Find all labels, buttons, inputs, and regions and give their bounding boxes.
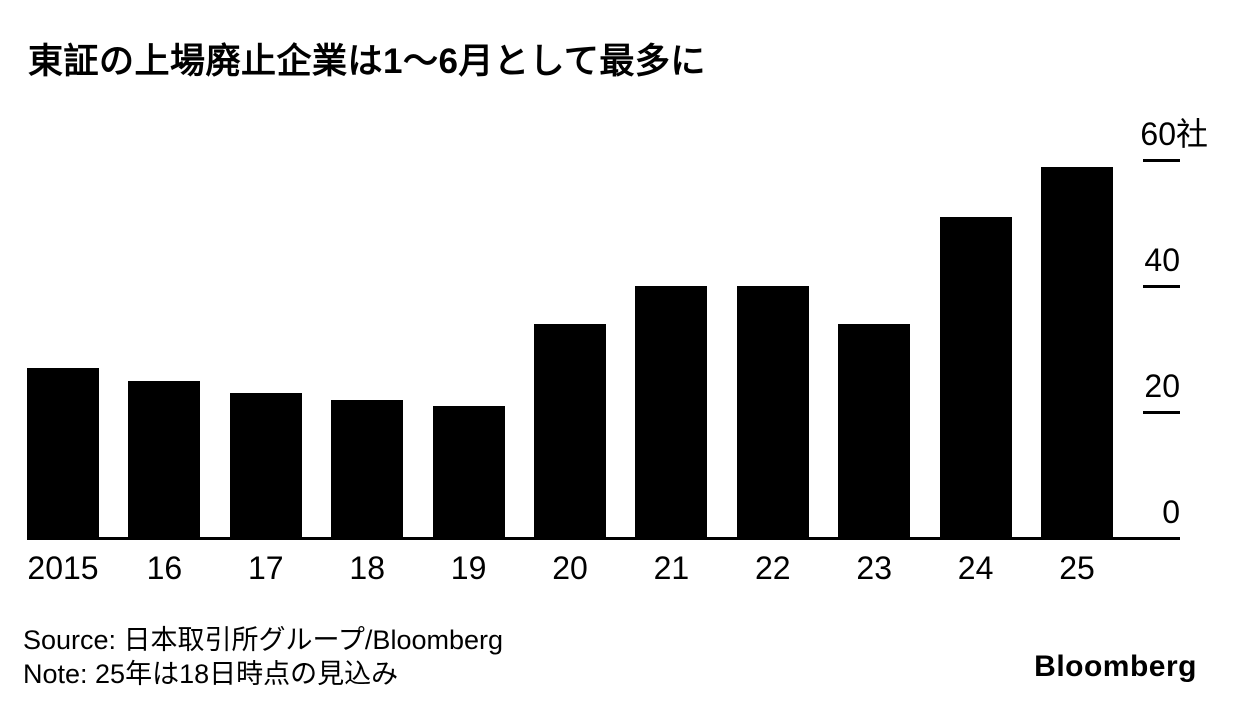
x-axis-label-18: 18: [349, 550, 385, 586]
source-note: Source: 日本取引所グループ/Bloomberg: [23, 625, 504, 655]
bar-17: [229, 393, 302, 538]
x-axis-line: [27, 537, 1180, 540]
footer: Source: 日本取引所グループ/Bloomberg Note: 25年は18…: [23, 623, 503, 691]
bar-19: [432, 406, 505, 538]
bar-21: [635, 286, 708, 538]
bar-chart-plot-area: [27, 160, 1113, 538]
bar-2015: [27, 368, 99, 538]
bloomberg-logo: Bloomberg: [1034, 650, 1197, 683]
x-axis-label-16: 16: [146, 550, 183, 586]
x-axis-label-21: 21: [653, 550, 690, 586]
y-axis-label-40: 40: [1144, 242, 1180, 279]
bar-16: [128, 381, 201, 538]
x-axis-label-22: 22: [755, 550, 791, 586]
x-axis-label-17: 17: [248, 550, 284, 586]
chart-title: 東証の上場廃止企業は1〜6月として最多に: [28, 42, 706, 81]
x-axis-label-19: 19: [450, 550, 487, 586]
y-axis-label-20: 20: [1144, 368, 1180, 405]
x-axis-label-20: 20: [552, 550, 588, 586]
footnote: Note: 25年は18日時点の見込み: [23, 659, 399, 689]
y-axis-label-0: 0: [1162, 494, 1180, 530]
x-axis-label-23: 23: [856, 550, 892, 586]
bar-25: [1040, 167, 1113, 538]
y-axis-tick-60: [1143, 158, 1180, 162]
x-axis-label-25: 25: [1059, 550, 1095, 586]
y-axis-label-60: 60社: [1140, 116, 1208, 153]
bar-23: [838, 324, 911, 538]
y-axis-tick-40: [1143, 284, 1180, 288]
bar-18: [331, 400, 404, 538]
bar-24: [939, 217, 1012, 538]
bar-22: [736, 286, 809, 538]
y-axis-tick-20: [1143, 410, 1180, 414]
bar-20: [533, 324, 606, 538]
x-axis-label-2015: 2015: [27, 550, 99, 586]
x-axis-label-24: 24: [957, 550, 994, 586]
